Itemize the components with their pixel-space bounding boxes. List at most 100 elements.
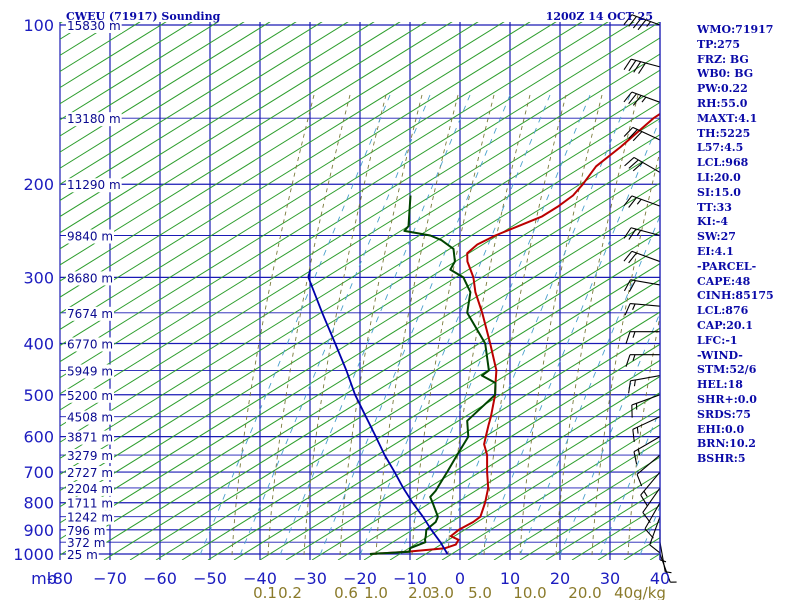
dry-adiabat	[60, 69, 660, 443]
sounding-index: BRN:10.2	[697, 437, 756, 451]
pressure-unit-label: mb	[31, 569, 57, 588]
wind-barb	[624, 302, 661, 316]
dry-adiabat	[311, 343, 660, 560]
mixing-ratio-label: 40g/kg	[614, 584, 666, 600]
height-label-bg	[66, 178, 122, 193]
dry-adiabat	[60, 22, 453, 266]
sounding-profiles	[307, 112, 660, 555]
wind-barb	[623, 91, 661, 106]
sounding-index: TH:5225	[697, 126, 751, 140]
height-label: 1711 m	[67, 497, 113, 511]
mixing-ratio-label: 0.1	[253, 584, 277, 600]
sounding-index: MAXT:4.1	[697, 111, 758, 125]
moist-adiabat	[231, 94, 315, 556]
dry-adiabat	[60, 166, 660, 540]
dry-adiabat	[60, 22, 271, 153]
wind-barb	[624, 156, 661, 173]
dry-adiabat	[60, 22, 349, 201]
height-label: 3871 m	[67, 431, 113, 445]
dry-adiabat	[60, 101, 660, 476]
dry-adiabat	[0, 2, 16, 560]
moist-adiabat	[339, 94, 423, 556]
moist-adiabat	[627, 313, 660, 556]
height-label-bg	[66, 306, 115, 321]
height-label-bg	[66, 481, 115, 496]
height-label: 6770 m	[67, 337, 113, 351]
dry-adiabat	[60, 22, 245, 137]
height-label-bg	[66, 523, 107, 538]
height-label: 2204 m	[67, 482, 113, 496]
wind-barb	[623, 126, 661, 142]
pressure-tick-label: 1000	[13, 545, 54, 564]
height-label: 25 m	[67, 548, 98, 562]
dry-adiabat	[389, 392, 660, 560]
wind-barb	[636, 454, 661, 487]
sounding-index: TT:33	[697, 200, 732, 214]
dry-adiabat	[60, 22, 193, 105]
wind-barb	[625, 354, 660, 367]
height-label-bg	[66, 229, 115, 244]
moist-adiabat	[519, 94, 603, 556]
dry-adiabat	[60, 182, 660, 556]
wind-barb	[625, 331, 660, 344]
temperature-tick-label: −40	[243, 569, 277, 588]
temperature-tick-label: −60	[143, 569, 177, 588]
chart-grid	[59, 22, 661, 560]
dry-adiabat	[363, 375, 660, 560]
wind-barb	[633, 436, 661, 465]
temperature-tick-label: -80	[47, 569, 73, 588]
dry-adiabat	[493, 456, 660, 560]
wind-barb	[649, 516, 661, 554]
dry-adiabat	[207, 279, 660, 560]
dry-adiabat	[60, 22, 401, 234]
wind-barb	[644, 502, 661, 539]
dry-adiabat	[60, 150, 660, 524]
sounding-index: WMO:71917	[697, 23, 774, 36]
dry-adiabat	[60, 22, 557, 330]
dry-adiabat	[60, 22, 635, 379]
height-label: 3279 m	[67, 449, 113, 463]
height-label: 9840 m	[67, 230, 113, 244]
height-label-bg	[66, 19, 122, 33]
pressure-tick-label: 500	[23, 386, 54, 405]
sounding-index: LI:20.0	[697, 170, 741, 184]
dry-adiabat	[60, 22, 479, 282]
height-label-bg	[66, 510, 115, 525]
wind-barb-column	[623, 14, 677, 583]
height-label-bg	[66, 271, 115, 286]
sounding-index: SW:27	[697, 230, 736, 244]
temperature-tick-label: −30	[293, 569, 327, 588]
mixing-ratio-line	[199, 94, 391, 556]
mixing-ratio-label: 3.0	[430, 584, 454, 600]
sounding-index: STM:52/6	[697, 363, 757, 377]
mixing-ratio-label: 5.0	[468, 584, 492, 600]
height-label-bg	[66, 496, 115, 511]
temperature-tick-label: 0	[455, 569, 465, 588]
sounding-index: BSHR:5	[697, 452, 746, 466]
temperature-tick-label: −20	[343, 569, 377, 588]
sounding-index: EI:4.1	[697, 244, 734, 258]
sounding-index: SHR+:0.0	[697, 392, 757, 406]
sounding-index: EHI:0.0	[697, 422, 745, 436]
mixing-ratio-line	[359, 94, 551, 556]
pressure-tick-label: 200	[23, 175, 54, 194]
pressure-tick-label: 800	[23, 494, 54, 513]
height-label: 1242 m	[67, 511, 113, 525]
height-label-bg	[66, 536, 107, 551]
height-label: 13180 m	[67, 112, 121, 126]
moist-adiabat	[267, 94, 351, 556]
sounding-index: LCL:968	[697, 156, 749, 170]
dry-adiabat	[60, 37, 660, 411]
wind-barb	[640, 471, 661, 507]
background-lines	[0, 2, 660, 560]
sounding-index: LCL:876	[697, 304, 749, 318]
dry-adiabat	[103, 214, 660, 560]
mixing-ratio-label: 1.0	[364, 584, 388, 600]
height-label: 7674 m	[67, 307, 113, 321]
wind-barb	[632, 416, 661, 442]
height-label-bg	[66, 364, 115, 379]
sounding-index: FRZ: BG	[697, 52, 749, 66]
height-label-bg	[66, 548, 99, 562]
sounding-index: L57:4.5	[697, 141, 744, 155]
moist-adiabat	[411, 94, 495, 556]
